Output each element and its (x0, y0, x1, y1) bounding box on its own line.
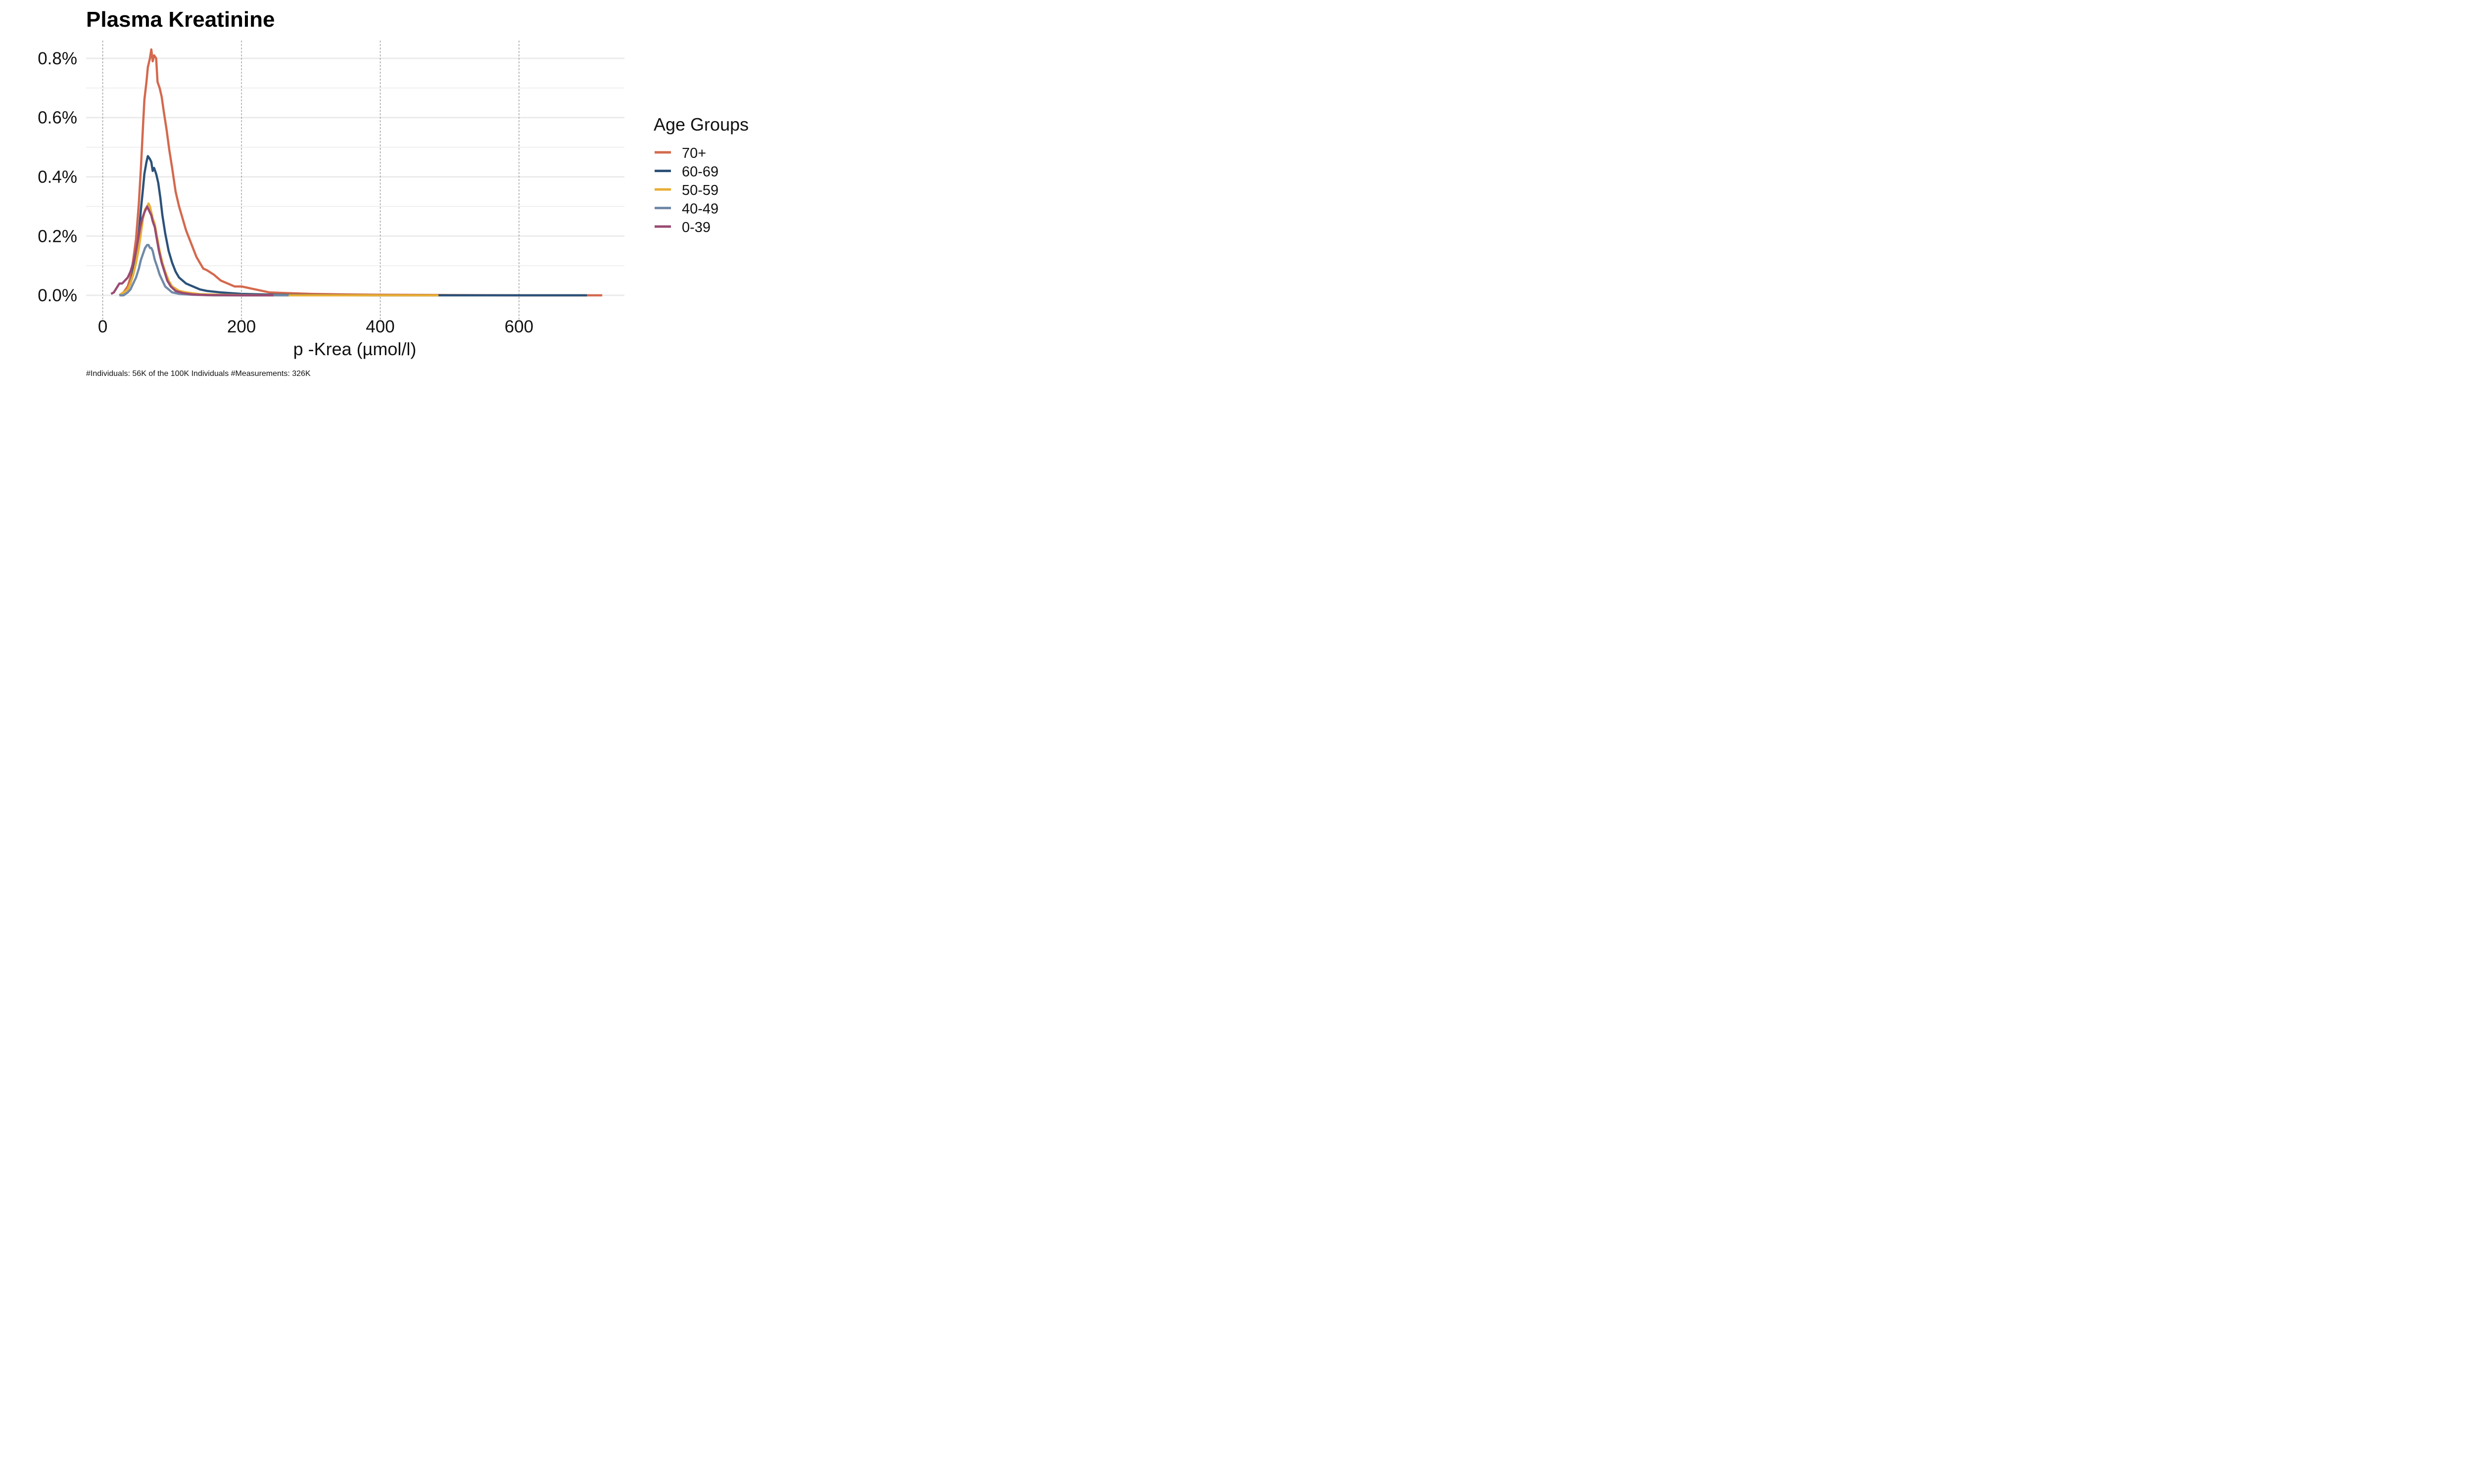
x-tick-label: 0 (98, 317, 107, 336)
legend-label: 50-59 (682, 183, 718, 198)
legend-label: 70+ (682, 145, 706, 161)
y-tick-label: 0.4% (38, 167, 77, 186)
series-line-70+ (119, 48, 603, 297)
y-tick-label: 0.8% (38, 49, 77, 68)
x-tick-label: 400 (366, 317, 394, 336)
legend-label: 60-69 (682, 164, 718, 180)
series-line-40-49 (119, 243, 289, 297)
series-line-0-39 (110, 205, 274, 297)
x-tick-label: 600 (505, 317, 533, 336)
y-tick-label: 0.0% (38, 286, 77, 305)
chart-title: Plasma Kreatinine (86, 7, 275, 32)
chart: Plasma Kreatinine 0.0% 0.2% 0.4% 0.6% 0.8% 0… (38, 7, 749, 378)
legend-title: Age Groups (654, 114, 749, 135)
legend-label: 0-39 (682, 220, 711, 235)
series-lines (110, 48, 603, 297)
y-tick-label: 0.2% (38, 227, 77, 246)
x-axis: 0 200 400 600 (98, 317, 533, 336)
x-axis-label: p -Krea (µmol/l) (293, 339, 417, 359)
legend-label: 40-49 (682, 201, 718, 217)
caption: #Individuals: 56K of the 100K Individual… (86, 370, 311, 378)
x-tick-label: 200 (227, 317, 256, 336)
y-axis: 0.0% 0.2% 0.4% 0.6% 0.8% (38, 49, 77, 305)
legend: Age Groups 70+ 60-69 50-59 40-49 0-39 (654, 114, 749, 235)
y-tick-label: 0.6% (38, 108, 77, 128)
